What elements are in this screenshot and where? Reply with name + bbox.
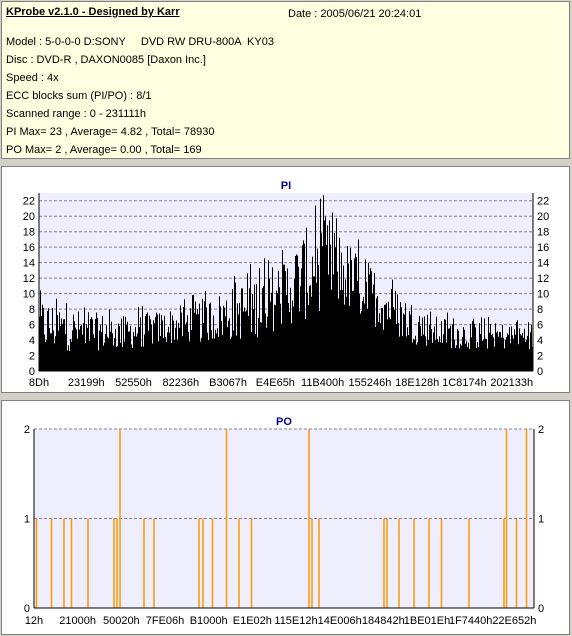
- y-tick-label-right: 12: [537, 273, 549, 285]
- x-tick-label: 115E12h: [274, 615, 317, 627]
- y-tick-label-right: 10: [537, 289, 549, 301]
- pi-stats-line: PI Max= 23 , Average= 4.82 , Total= 7893…: [6, 126, 215, 138]
- y-tick-label-right: 16: [537, 242, 549, 254]
- x-tick-label: B3067h: [209, 377, 247, 389]
- x-tick-label: 50020h: [103, 615, 140, 627]
- x-tick-label: 23199h: [68, 377, 105, 389]
- pi-bars: [39, 195, 533, 371]
- y-tick-label-left: 8: [29, 304, 35, 316]
- chart-title: PO: [276, 416, 292, 428]
- x-tick-label: 184842h: [362, 615, 405, 627]
- y-tick-label-left: 16: [23, 242, 35, 254]
- x-tick-label: 11B400h: [301, 377, 344, 389]
- x-tick-label: B1000h: [190, 615, 228, 627]
- y-tick-label-left: 0: [29, 366, 35, 378]
- range-line: Scanned range : 0 - 231111h: [6, 108, 147, 120]
- x-tick-label: 18E128h: [395, 377, 439, 389]
- y-tick-label-right: 14: [537, 258, 549, 270]
- model-line: Model : 5-0-0-0 D:SONY DVD RW DRU-800A K…: [6, 36, 274, 48]
- pi-chart-panel: PI 0 0 2 2 4 4 6 6 8 8 10 10 12 12 14 14 16 16 18 18 20 20 22 22…: [1, 166, 570, 393]
- y-tick-label-right: 1: [538, 514, 544, 526]
- chart-title: PI: [281, 180, 291, 192]
- x-tick-label: 82236h: [162, 377, 199, 389]
- x-tick-label: E4E65h: [256, 377, 295, 389]
- disc-line: Disc : DVD-R , DAXON0085 [Daxon Inc.]: [6, 54, 206, 66]
- y-tick-label-left: 12: [23, 273, 35, 285]
- y-tick-label-right: 0: [538, 603, 544, 615]
- info-panel: KProbe v2.1.0 - Designed by Karr Date : …: [1, 1, 570, 159]
- scan-date: Date : 2005/06/21 20:24:01: [288, 8, 422, 20]
- y-tick-label-right: 22: [537, 196, 549, 208]
- y-tick-label-right: 2: [537, 351, 543, 363]
- po-stats-line: PO Max= 2 , Average= 0.00 , Total= 169: [6, 144, 202, 156]
- x-tick-label: 12h: [25, 615, 43, 627]
- y-tick-label-right: 6: [537, 320, 543, 332]
- y-tick-label-right: 20: [537, 211, 549, 223]
- y-tick-label-left: 2: [29, 351, 35, 363]
- y-tick-label-right: 4: [537, 335, 543, 347]
- y-tick-label-right: 0: [537, 366, 543, 378]
- x-tick-label: 52550h: [115, 377, 152, 389]
- y-tick-label-left: 14: [23, 258, 35, 270]
- po-bars: [35, 429, 528, 608]
- x-tick-label: 22E652h: [492, 615, 536, 627]
- x-tick-label: 14E006h: [318, 615, 362, 627]
- x-tick-label: 1C8174h: [442, 377, 487, 389]
- x-tick-label: 202133h: [490, 377, 533, 389]
- y-tick-label-left: 2: [24, 424, 30, 436]
- x-tick-label: 1BE01Eh: [404, 615, 450, 627]
- x-tick-label: E1E02h: [233, 615, 272, 627]
- po-chart-panel: PO 0 0 1 1 2 2 12h 21000h 50020h 7FE06h B1000h E1E02…: [1, 400, 570, 635]
- speed-line: Speed : 4x: [6, 72, 59, 84]
- y-tick-label-left: 6: [29, 320, 35, 332]
- y-tick-label-left: 0: [24, 603, 30, 615]
- x-tick-label: 21000h: [59, 615, 96, 627]
- y-tick-label-left: 1: [24, 514, 30, 526]
- x-tick-label: 7FE06h: [146, 615, 185, 627]
- y-tick-label-left: 20: [23, 211, 35, 223]
- x-tick-label: 1F7440h: [449, 615, 492, 627]
- y-tick-label-left: 22: [23, 196, 35, 208]
- y-tick-label-left: 18: [23, 227, 35, 239]
- ecc-line: ECC blocks sum (PI/PO) : 8/1: [6, 90, 152, 102]
- app-title: KProbe v2.1.0 - Designed by Karr: [6, 6, 180, 18]
- x-tick-label: 155246h: [348, 377, 391, 389]
- y-tick-label-right: 8: [537, 304, 543, 316]
- y-tick-label-right: 2: [538, 424, 544, 436]
- y-tick-label-left: 4: [29, 335, 35, 347]
- x-tick-label: 8Dh: [29, 377, 49, 389]
- po-chart: PO 0 0 1 1 2 2 12h 21000h 50020h 7FE06h B1000h E1E02…: [24, 416, 544, 627]
- y-tick-label-left: 10: [23, 289, 35, 301]
- y-tick-label-right: 18: [537, 227, 549, 239]
